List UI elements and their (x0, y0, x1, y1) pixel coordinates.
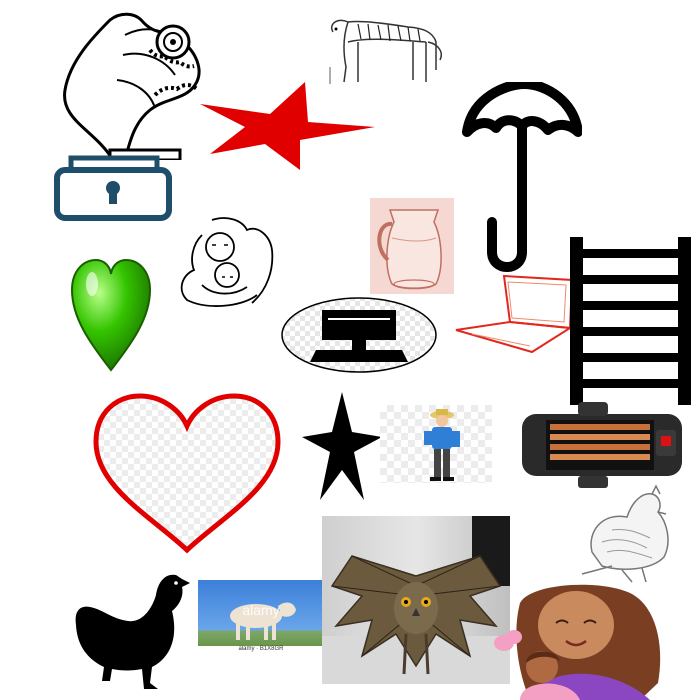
lamb-footer: alamy · B1X8GR (198, 646, 324, 652)
space-heater-image (518, 400, 693, 490)
red-star-image (200, 82, 375, 172)
black-star-image (302, 392, 382, 502)
man-with-hat-image (380, 405, 492, 483)
mother-child-cartoon-image (490, 583, 670, 700)
gramophone-image (55, 10, 205, 160)
mother-child-sketch-image (172, 215, 277, 310)
ladder-image (568, 235, 696, 410)
red-heart-image (92, 392, 282, 554)
lamb-photo-image: alamy alamy · B1X8GR (198, 580, 324, 652)
laptop-outline-image (452, 272, 580, 354)
owl-photo-image (322, 516, 510, 684)
padlock-image (53, 150, 173, 222)
hen-silhouette-image (72, 565, 192, 693)
computer-monitor-image (280, 296, 438, 374)
rooster-sketch-image (572, 482, 687, 584)
lamb-watermark: alamy (242, 602, 280, 618)
umbrella-image (462, 82, 582, 277)
tiger-image (318, 12, 448, 87)
glass-pitcher-image (370, 198, 454, 294)
green-heart-image (70, 258, 152, 373)
